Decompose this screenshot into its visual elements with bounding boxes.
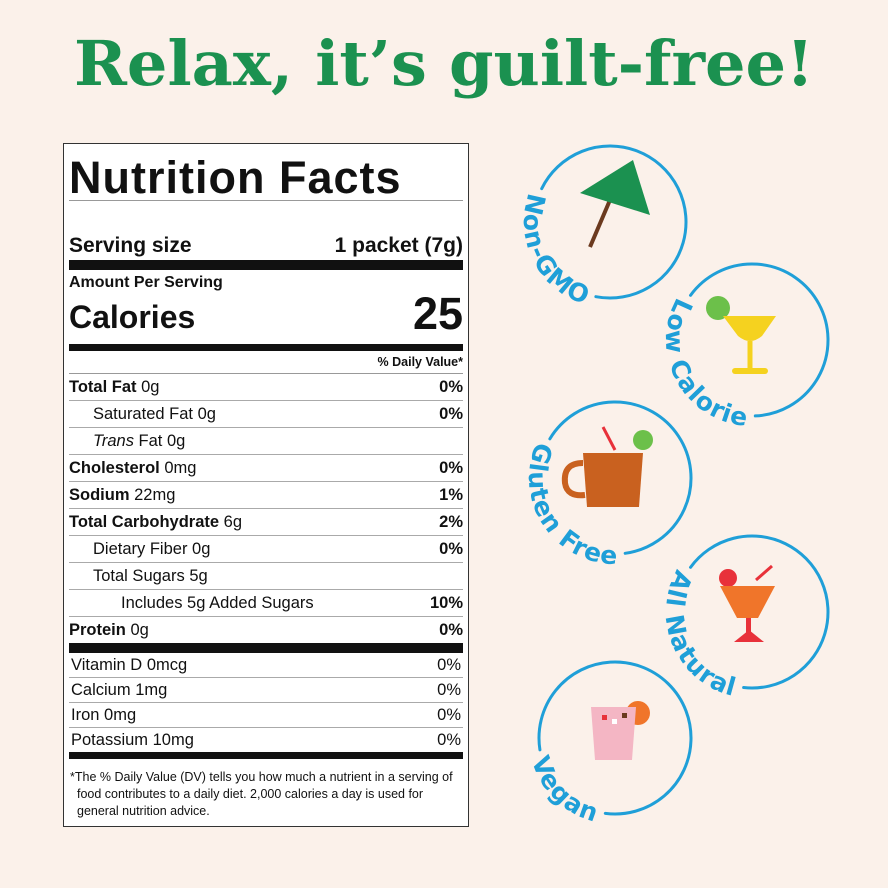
nutrient-amount: 0g bbox=[197, 405, 216, 423]
serving-size: Serving size 1 packet (7g) bbox=[69, 234, 463, 260]
vegan-drink-icon bbox=[591, 701, 650, 760]
headline: Relax, it’s guilt-free! bbox=[74, 27, 814, 100]
nutrient-dv: 10% bbox=[429, 594, 463, 612]
nutrient-text: Includes 5g Added Sugars bbox=[121, 594, 314, 612]
vitamin-amount: 0mcg bbox=[146, 656, 188, 674]
vitamin-dv: 0% bbox=[437, 706, 461, 724]
margarita-icon bbox=[706, 296, 776, 374]
nutrient-amount: 22mg bbox=[134, 486, 176, 504]
badge-label: Low Calorie bbox=[660, 294, 751, 432]
nutrient-name: Dietary Fiber bbox=[93, 540, 188, 558]
footnote-marker: * bbox=[70, 770, 75, 784]
nutrition-label: Nutrition Facts Serving size 1 packet (7g… bbox=[63, 143, 469, 827]
nutrient-amount: 5g bbox=[189, 567, 208, 585]
nutrient-name: Cholesterol bbox=[69, 459, 160, 477]
nutrient-dv: 0% bbox=[439, 405, 463, 423]
nutrient-name-italic: Trans bbox=[93, 432, 134, 450]
divider bbox=[69, 643, 463, 653]
badge-ring bbox=[689, 534, 830, 690]
serving-value: 1 packet (7g) bbox=[334, 234, 463, 257]
label-title: Nutrition Facts bbox=[69, 152, 402, 203]
nutrient-row: Total Carbohydrate 6g 2% bbox=[69, 509, 463, 536]
nutrient-name: Total Fat bbox=[69, 378, 137, 396]
nutrient-amount: 0mg bbox=[164, 459, 197, 477]
nutrient-amount: 6g bbox=[223, 513, 242, 531]
nutrient-name: Saturated Fat bbox=[93, 405, 193, 423]
nutrient-amount: 0g bbox=[130, 621, 149, 639]
nutrient-name: Protein bbox=[69, 621, 126, 639]
divider bbox=[69, 260, 463, 270]
nutrient-row: Cholesterol 0mg 0% bbox=[69, 455, 463, 482]
vitamin-row: Calcium 1mg 0% bbox=[69, 678, 463, 703]
calories: Calories 25 bbox=[69, 288, 463, 339]
nutrient-name: Total Sugars bbox=[93, 567, 185, 585]
nutrient-row: Dietary Fiber 0g 0% bbox=[69, 536, 463, 563]
nutrient-dv: 0% bbox=[439, 621, 463, 639]
badge-ring bbox=[537, 660, 693, 816]
vitamin-name: Potassium bbox=[71, 731, 149, 749]
nutrient-dv: 0% bbox=[439, 540, 463, 558]
nutrient-row: Trans Fat 0g bbox=[69, 428, 463, 455]
badge-ring bbox=[540, 144, 688, 300]
footnote-text: The % Daily Value (DV) tells you how muc… bbox=[74, 770, 453, 818]
badge-label-path: Vegan bbox=[526, 752, 602, 828]
nutrient-dv: 1% bbox=[439, 486, 463, 504]
vitamin-row: Iron 0mg 0% bbox=[69, 703, 463, 728]
nutrient-row: Saturated Fat 0g 0% bbox=[69, 401, 463, 428]
nutrient-name: Fat bbox=[138, 432, 163, 450]
nutrient-amount: 0g bbox=[192, 540, 211, 558]
badge-ring bbox=[548, 400, 693, 555]
nutrient-row: Sodium 22mg 1% bbox=[69, 482, 463, 509]
headline-area: Relax, it’s guilt-free! bbox=[74, 27, 814, 100]
vitamin-dv: 0% bbox=[437, 656, 461, 674]
nutrient-row: Total Sugars 5g bbox=[69, 563, 463, 590]
divider bbox=[69, 344, 463, 351]
nutrient-amount: 0g bbox=[166, 432, 186, 450]
nutrient-row: Total Fat 0g 0% bbox=[69, 374, 463, 401]
vitamin-dv: 0% bbox=[437, 731, 461, 749]
badge-label: Non-GMO bbox=[518, 191, 595, 311]
vitamin-row: Vitamin D 0mcg 0% bbox=[69, 653, 463, 678]
mug-icon bbox=[561, 426, 653, 507]
calories-label: Calories bbox=[69, 299, 196, 335]
nutrient-row: Protein 0g 0% bbox=[69, 617, 463, 643]
nutrient-amount: 0g bbox=[141, 378, 160, 396]
cocktail-icon bbox=[719, 564, 775, 642]
divider bbox=[69, 752, 463, 759]
footnote: *The % Daily Value (DV) tells you how mu… bbox=[69, 769, 463, 820]
vitamin-amount: 0mg bbox=[104, 706, 137, 724]
badge-label: Vegan bbox=[526, 752, 603, 828]
badge-ring bbox=[689, 262, 830, 418]
vitamin-row: Potassium 10mg 0% bbox=[69, 728, 463, 752]
badge-label-path: Low Calorie bbox=[660, 294, 750, 432]
divider bbox=[69, 200, 463, 201]
nutrient-dv: 0% bbox=[439, 378, 463, 396]
nutrient-row: Includes 5g Added Sugars 10% bbox=[69, 590, 463, 617]
dv-header: % Daily Value* bbox=[69, 351, 463, 374]
calories-value: 25 bbox=[412, 288, 463, 339]
nutrient-dv: 0% bbox=[439, 459, 463, 477]
vitamin-name: Iron bbox=[71, 706, 100, 724]
nutrient-dv: 2% bbox=[439, 513, 463, 531]
amount-per-serving: Amount Per Serving bbox=[69, 274, 223, 291]
serving-label: Serving size bbox=[69, 234, 192, 257]
nutrient-name: Sodium bbox=[69, 486, 130, 504]
vitamin-amount: 1mg bbox=[135, 681, 168, 699]
vitamin-amount: 10mg bbox=[152, 731, 194, 749]
badge-label-path: Non-GMO bbox=[518, 191, 594, 311]
vitamin-name: Vitamin D bbox=[71, 656, 143, 674]
umbrella-icon bbox=[580, 160, 650, 248]
vitamin-dv: 0% bbox=[437, 681, 461, 699]
nutrient-name: Total Carbohydrate bbox=[69, 513, 220, 531]
vitamin-name: Calcium bbox=[71, 681, 131, 699]
